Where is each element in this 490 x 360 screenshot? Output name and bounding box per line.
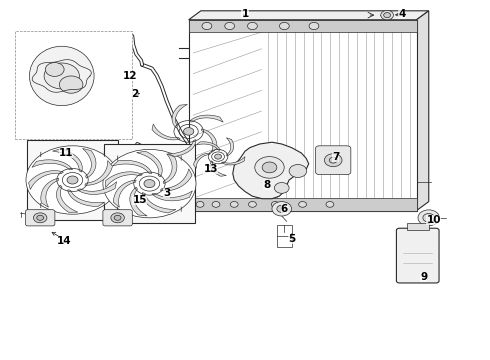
Circle shape [381, 10, 393, 20]
Text: 6: 6 [281, 204, 288, 214]
Polygon shape [172, 104, 187, 128]
Circle shape [26, 146, 119, 214]
Circle shape [67, 176, 78, 184]
FancyBboxPatch shape [103, 210, 132, 226]
Circle shape [298, 202, 307, 207]
Circle shape [326, 202, 334, 207]
Text: 3: 3 [163, 188, 170, 198]
Text: 5: 5 [288, 234, 295, 244]
Bar [27, 140, 118, 220]
Polygon shape [85, 161, 113, 185]
Circle shape [277, 205, 287, 212]
Text: 2: 2 [131, 89, 138, 99]
FancyBboxPatch shape [25, 210, 55, 226]
Circle shape [183, 128, 194, 135]
Text: 8: 8 [264, 180, 270, 190]
Polygon shape [152, 124, 180, 140]
Polygon shape [137, 151, 162, 177]
Polygon shape [189, 115, 223, 122]
Polygon shape [130, 187, 147, 216]
Polygon shape [41, 178, 59, 207]
Circle shape [255, 157, 284, 178]
Polygon shape [196, 142, 220, 150]
Circle shape [271, 202, 279, 207]
Circle shape [230, 202, 238, 207]
Polygon shape [56, 185, 78, 212]
Polygon shape [105, 172, 143, 188]
Polygon shape [233, 142, 309, 199]
Circle shape [59, 76, 83, 93]
Circle shape [384, 13, 391, 18]
Circle shape [202, 22, 212, 30]
Circle shape [274, 183, 289, 193]
Circle shape [262, 162, 277, 173]
Text: 13: 13 [203, 164, 218, 174]
Bar [189, 20, 416, 211]
Circle shape [37, 215, 44, 220]
Polygon shape [160, 169, 192, 191]
Text: 1: 1 [242, 9, 248, 19]
Polygon shape [189, 11, 429, 20]
Polygon shape [226, 138, 234, 156]
Bar [15, 31, 132, 139]
Text: 15: 15 [132, 195, 147, 205]
Ellipse shape [29, 46, 94, 106]
Circle shape [279, 22, 289, 30]
Circle shape [225, 22, 235, 30]
Text: 11: 11 [59, 148, 74, 158]
Bar [277, 225, 292, 247]
Circle shape [248, 202, 256, 207]
Circle shape [45, 63, 64, 76]
Circle shape [324, 154, 342, 167]
Text: 9: 9 [420, 272, 427, 282]
Text: 7: 7 [332, 152, 340, 162]
Polygon shape [152, 191, 193, 201]
Text: 4: 4 [398, 9, 406, 19]
Polygon shape [416, 11, 429, 211]
Polygon shape [210, 161, 226, 176]
Circle shape [329, 157, 337, 163]
Polygon shape [28, 171, 63, 189]
Circle shape [33, 213, 47, 223]
Circle shape [418, 210, 440, 226]
Polygon shape [32, 160, 73, 170]
Circle shape [44, 63, 79, 89]
Text: 14: 14 [56, 236, 71, 246]
Circle shape [114, 215, 121, 220]
Circle shape [289, 165, 307, 177]
Polygon shape [82, 148, 96, 178]
Circle shape [103, 149, 196, 218]
Polygon shape [68, 190, 105, 207]
Polygon shape [142, 193, 176, 213]
Circle shape [309, 22, 319, 30]
Bar [407, 223, 429, 230]
Polygon shape [201, 129, 217, 153]
Text: 12: 12 [122, 71, 137, 81]
Polygon shape [52, 149, 82, 172]
Polygon shape [168, 140, 196, 157]
Circle shape [215, 154, 221, 159]
Polygon shape [113, 180, 136, 207]
Bar [189, 198, 416, 211]
Circle shape [144, 180, 155, 188]
Bar [189, 20, 416, 32]
Text: 10: 10 [426, 215, 441, 225]
Circle shape [247, 22, 257, 30]
Polygon shape [194, 153, 211, 168]
Circle shape [196, 202, 204, 207]
Circle shape [212, 202, 220, 207]
FancyBboxPatch shape [396, 228, 439, 283]
Polygon shape [221, 157, 245, 165]
Circle shape [111, 213, 124, 223]
Circle shape [272, 202, 292, 216]
Bar [104, 144, 195, 223]
Circle shape [423, 213, 435, 222]
Polygon shape [113, 160, 152, 174]
FancyBboxPatch shape [316, 146, 351, 175]
Polygon shape [163, 154, 177, 184]
Polygon shape [77, 182, 117, 194]
